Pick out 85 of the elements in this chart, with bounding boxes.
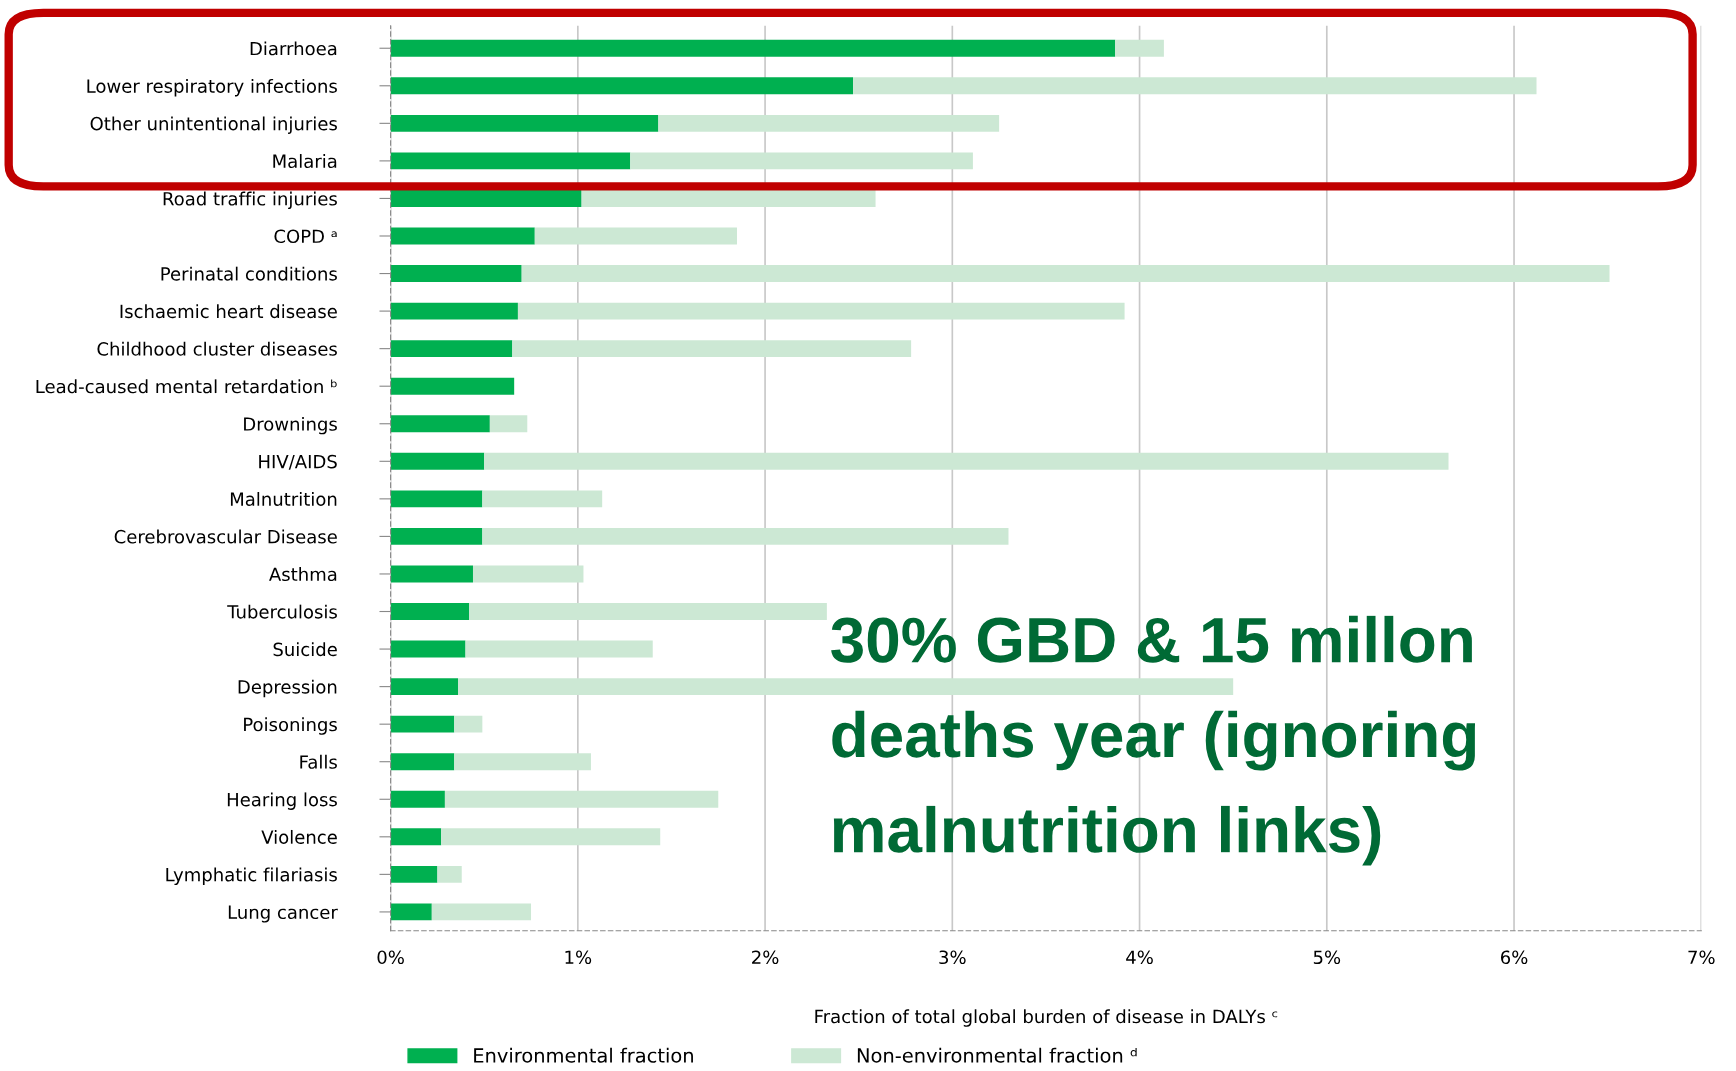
bar [581, 189, 876, 207]
bar [390, 527, 483, 545]
bar [517, 302, 1125, 320]
bar [390, 77, 854, 95]
bar [390, 340, 513, 358]
bar [1115, 39, 1164, 57]
bar [390, 603, 470, 620]
bar [482, 490, 603, 508]
y-tick-label: Depression [238, 679, 337, 698]
y-tick-label: Drownings [244, 416, 337, 435]
bar [454, 753, 591, 771]
y-tick-label: Lower respiratory infections [87, 78, 337, 97]
bar [484, 452, 1449, 470]
y-tick-label: Road traffic injuries [163, 191, 337, 210]
bar [390, 114, 659, 132]
annotation: 30% GBD & 15 millon [831, 615, 1472, 663]
y-tick-label: Ischaemic heart disease [120, 304, 337, 319]
bar [390, 265, 522, 282]
y-tick-label: Falls [300, 754, 337, 769]
y-tick-label: Lung cancer [228, 905, 338, 923]
bar [444, 790, 719, 808]
y-tick-label: Lead-caused mental retardation ᵇ [36, 379, 337, 394]
x-tick-label: 5% [1313, 950, 1341, 965]
y-tick-label: Cerebrovascular Disease [114, 529, 337, 544]
bar [390, 865, 438, 883]
bar [390, 715, 455, 733]
y-tick-label: Malnutrition [230, 492, 337, 506]
x-tick-label: 7% [1688, 950, 1715, 965]
bar [472, 565, 584, 583]
bar [390, 753, 455, 771]
bar [390, 302, 518, 320]
bar [390, 377, 515, 395]
bar [390, 903, 432, 921]
x-tick-label: 0% [377, 950, 404, 965]
legend-label: Environmental fraction [474, 1047, 693, 1063]
bar [489, 415, 528, 433]
annotation: malnutrition links) [833, 805, 1381, 866]
y-tick-label: Asthma [269, 567, 337, 582]
bar [390, 678, 459, 696]
bar [390, 152, 631, 170]
y-tick-label: Perinatal conditions [161, 266, 337, 281]
bar [390, 189, 582, 207]
legend-label: Non-environmental fraction ᵈ [857, 1047, 1137, 1063]
x-tick-label: 3% [939, 950, 966, 965]
bar [441, 828, 661, 846]
bar [390, 565, 473, 583]
y-tick-label: COPD ᵃ [274, 229, 337, 244]
bar [390, 640, 466, 658]
bar [482, 527, 1009, 545]
y-tick-label: Childhood cluster diseases [97, 341, 337, 356]
y-tick-label: Other unintentional injuries [90, 116, 337, 134]
bar [390, 790, 445, 808]
y-tick-label: HIV/AIDS [259, 454, 337, 470]
bar [390, 490, 483, 508]
bar [437, 865, 462, 883]
bar [454, 715, 483, 733]
bar [512, 340, 912, 358]
bar [431, 903, 532, 921]
y-tick-label: Diarrhoea [250, 41, 337, 56]
bar [390, 828, 442, 846]
bar [458, 678, 1234, 696]
y-tick-label: Hearing loss [227, 792, 337, 810]
x-axis-title: Fraction of total global burden of disease in DALYs ᶜ [815, 1009, 1278, 1027]
bar [390, 227, 535, 245]
bar [390, 415, 490, 433]
bar [630, 152, 973, 170]
bar [390, 39, 1116, 57]
y-tick-label: Tuberculosis [227, 604, 337, 619]
bar [534, 227, 737, 245]
annotation: deaths year (ignoring [832, 710, 1476, 771]
x-tick-label: 2% [752, 950, 779, 965]
y-tick-label: Malaria [273, 154, 337, 169]
bar [853, 77, 1537, 95]
bar [521, 265, 1610, 282]
y-tick-label: Poisonings [244, 717, 337, 735]
bar [658, 114, 1000, 132]
x-tick-label: 6% [1500, 950, 1528, 965]
y-tick-label: Violence [261, 829, 337, 844]
x-tick-label: 4% [1126, 950, 1153, 965]
y-tick-label: Suicide [273, 642, 337, 657]
bar [465, 640, 653, 658]
bar [390, 452, 485, 470]
x-tick-label: 1% [565, 950, 592, 965]
y-tick-label: Lymphatic filariasis [166, 867, 337, 885]
bar [469, 603, 827, 620]
